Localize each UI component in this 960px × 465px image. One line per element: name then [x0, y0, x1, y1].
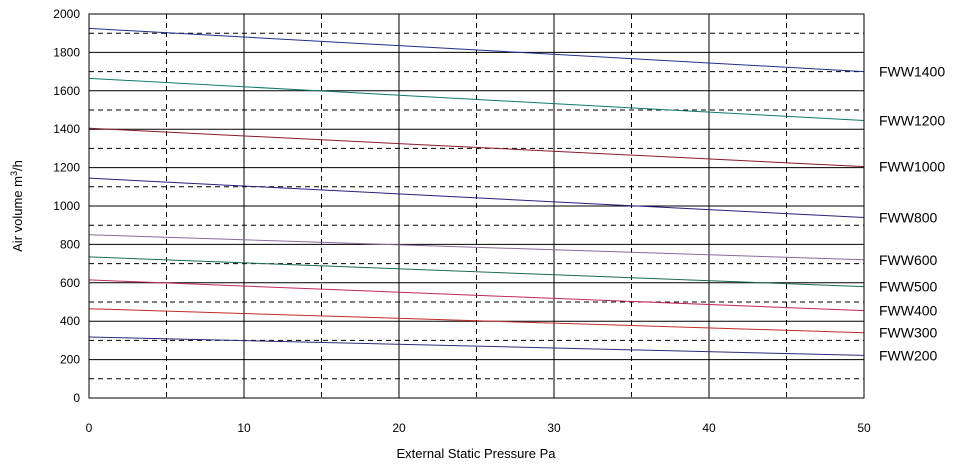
- y-tick-label: 2000: [53, 7, 80, 21]
- series-line-fww1200: [88, 77, 865, 122]
- x-tick-label: 50: [857, 421, 871, 435]
- series-label-fww400: FWW400: [879, 303, 938, 319]
- series-line-fww200: [88, 336, 865, 356]
- series-labels: FWW1400 FWW1200 FWW1000 FWW800 FWW600 FWW500 F…: [879, 64, 945, 364]
- x-axis-title: External Static Pressure Pa: [397, 446, 557, 461]
- x-tick-label: 30: [547, 421, 561, 435]
- y-tick-label: 800: [60, 237, 80, 251]
- x-tick-labels: 0 10 20 30 40 50: [86, 421, 871, 435]
- y-tick-labels: 0 200 400 600 800 1000 1200 1400 1600 1800 2000: [53, 7, 80, 405]
- series-label-fww300: FWW300: [879, 325, 938, 341]
- series-label-fww500: FWW500: [879, 279, 938, 295]
- y-tick-label: 1000: [53, 199, 80, 213]
- series-label-fww200: FWW200: [879, 347, 938, 363]
- y-tick-label: 1600: [53, 84, 80, 98]
- x-tick-label: 10: [237, 421, 251, 435]
- series-lines: [88, 27, 865, 356]
- y-tick-label: 400: [60, 314, 80, 328]
- x-tick-label: 20: [392, 421, 406, 435]
- series-label-fww1000: FWW1000: [879, 159, 945, 175]
- y-tick-label: 200: [60, 353, 80, 367]
- series-line-fww800: [88, 177, 865, 219]
- x-tick-label: 0: [86, 421, 93, 435]
- y-tick-label: 1800: [53, 45, 80, 59]
- series-line-fww1400: [88, 27, 865, 73]
- y-tick-label: 1200: [53, 161, 80, 175]
- y-tick-label: 600: [60, 276, 80, 290]
- grid: [89, 14, 864, 398]
- series-line-fww500: [88, 256, 865, 288]
- series-label-fww600: FWW600: [879, 252, 938, 268]
- y-axis-title-main: Air volume m: [10, 176, 25, 252]
- y-tick-label: 1400: [53, 122, 80, 136]
- series-line-fww300: [88, 308, 865, 334]
- y-axis-title: Air volume m3/h: [9, 160, 25, 252]
- series-line-fww400: [88, 279, 865, 312]
- y-tick-label: 0: [73, 391, 80, 405]
- series-label-fww1400: FWW1400: [879, 64, 945, 80]
- plot-frame: [88, 13, 865, 399]
- series-label-fww1200: FWW1200: [879, 113, 945, 129]
- y-axis-title-superscript: 3: [9, 171, 19, 176]
- series-line-fww1000: [88, 127, 865, 168]
- y-axis-title-tail: /h: [10, 160, 25, 171]
- x-tick-label: 40: [702, 421, 716, 435]
- series-label-fww800: FWW800: [879, 210, 938, 226]
- series-line-fww600: [88, 234, 865, 261]
